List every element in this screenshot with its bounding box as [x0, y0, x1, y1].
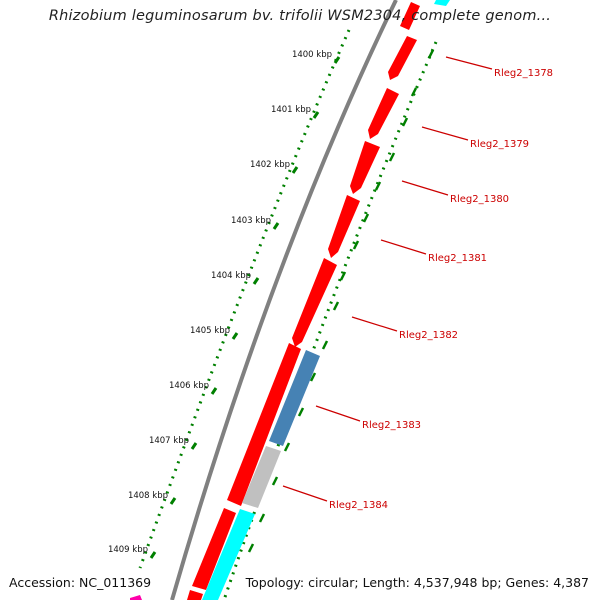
gene-arrow-reverse-1[interactable]: [227, 343, 301, 506]
gene-label[interactable]: Rleg2_1380: [450, 194, 509, 205]
gene-arrow-cyan-top[interactable]: [434, 0, 450, 6]
gene-label[interactable]: Rleg2_1382: [399, 330, 458, 341]
ruler-tick: [312, 111, 320, 119]
gene-arrow-1382[interactable]: [292, 258, 337, 347]
outer-dash: [332, 301, 340, 311]
gene-label[interactable]: Rleg2_1378: [494, 68, 553, 79]
ruler-tick: [169, 497, 177, 505]
accession-label: Accession: NC_011369: [9, 575, 152, 590]
ruler-tick-label: 1407 kbp: [149, 436, 189, 446]
gene-callout-line: [282, 485, 328, 502]
outer-dash: [309, 372, 317, 382]
outer-dash: [297, 407, 305, 417]
gene-label[interactable]: Rleg2_1383: [362, 420, 421, 431]
ruler-ticks: [149, 56, 341, 559]
topology-label: Topology: circular; Length: 4,537,948 bp…: [245, 575, 589, 590]
gene-arrow-1380[interactable]: [350, 141, 380, 194]
outer-dash: [247, 543, 255, 553]
backbone-ring: [170, 0, 398, 601]
ruler-tick: [210, 387, 218, 395]
outer-dash: [258, 513, 266, 523]
ruler-tick: [291, 166, 299, 174]
ruler-tick-label: 1401 kbp: [271, 105, 311, 115]
ruler-tick-label: 1405 kbp: [190, 326, 230, 336]
gene-callout-line: [445, 56, 493, 70]
outer-dash: [401, 117, 409, 127]
ruler-tick: [149, 551, 157, 559]
gene-arrow-1379[interactable]: [368, 88, 399, 139]
outer-dash: [283, 442, 291, 452]
outer-dash: [388, 152, 396, 162]
ruler-tick-label: 1404 kbp: [211, 271, 251, 281]
gene-arrow-1383[interactable]: [269, 350, 320, 446]
gene-arrow-cyan-bottom[interactable]: [202, 509, 255, 600]
outer-dash: [427, 49, 435, 59]
gene-label[interactable]: Rleg2_1381: [428, 253, 487, 264]
ruler-tick-label: 1400 kbp: [292, 50, 332, 60]
gene-arrow-1378[interactable]: [388, 36, 417, 80]
ruler-tick-label: 1409 kbp: [108, 545, 148, 555]
gene-callouts: Rleg2_1378 Rleg2_1379 Rleg2_1380 Rleg2_1381…: [282, 56, 553, 511]
feature-track: [130, 0, 450, 600]
gene-arrow-reverse-2[interactable]: [192, 508, 236, 590]
ruler-tick-label: 1408 kbp: [128, 491, 168, 501]
outer-dash: [321, 340, 329, 350]
ruler-tick: [231, 332, 239, 340]
outer-dash: [271, 476, 279, 486]
gene-callout-line: [380, 239, 427, 255]
gene-label[interactable]: Rleg2_1384: [329, 500, 388, 511]
ruler-dotted-ring: [138, 29, 351, 569]
gene-arrow-magenta[interactable]: [130, 595, 142, 600]
outer-dash: [339, 271, 347, 281]
outer-dash: [352, 240, 360, 250]
outer-dashes: [247, 49, 435, 553]
gene-label[interactable]: Rleg2_1379: [470, 139, 529, 150]
ruler-tick: [190, 442, 198, 450]
gene-callout-line: [315, 405, 361, 422]
outer-dash: [362, 213, 370, 223]
gene-arrow-reverse-3[interactable]: [187, 590, 203, 600]
outer-dash: [374, 181, 382, 191]
ruler-labels: 1400 kbp 1401 kbp 1402 kbp 1403 kbp 1404 kbp…: [108, 50, 332, 555]
ruler-tick: [252, 277, 260, 285]
ruler-tick: [272, 222, 280, 230]
gene-callout-line: [421, 126, 469, 141]
gene-callout-line: [351, 316, 398, 332]
outer-dash: [410, 87, 418, 97]
ruler-tick-label: 1406 kbp: [169, 381, 209, 391]
gene-arrow-1377[interactable]: [400, 2, 420, 30]
ruler-tick: [333, 56, 341, 64]
gene-arrow-1381[interactable]: [328, 195, 360, 258]
map-title: Rhizobium leguminosarum bv. trifolii WSM…: [48, 8, 552, 24]
ruler-tick-label: 1403 kbp: [231, 216, 271, 226]
gene-arrow-1384[interactable]: [242, 446, 281, 508]
ruler-tick-label: 1402 kbp: [250, 160, 290, 170]
gene-callout-line: [401, 180, 449, 196]
